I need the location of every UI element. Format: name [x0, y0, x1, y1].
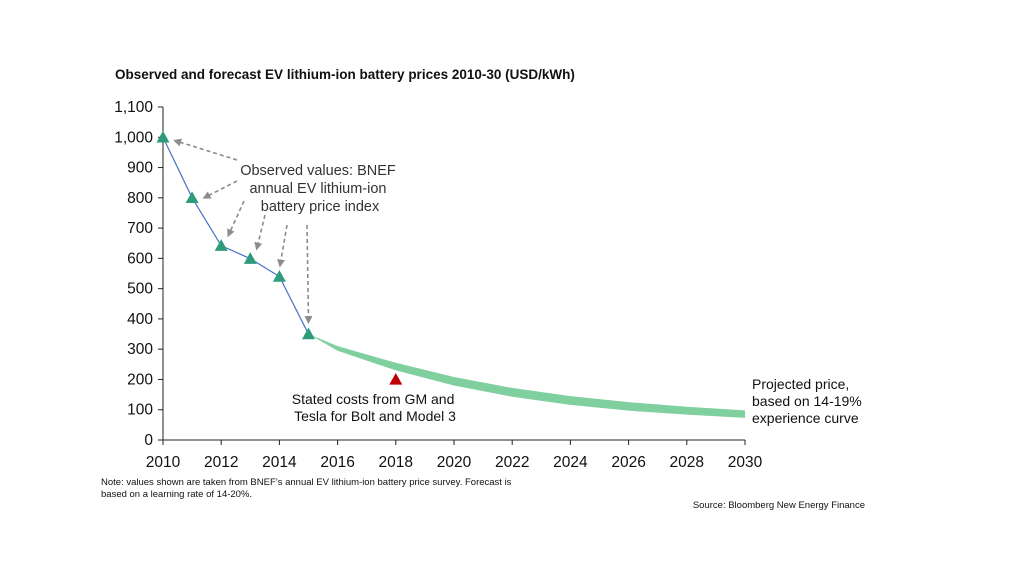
observed-price-line: [162, 137, 310, 335]
chart-note-line-2: based on a learning rate of 14-20%.: [101, 489, 252, 500]
y-tick-label: 0: [144, 432, 153, 449]
y-tick-label: 300: [127, 341, 153, 358]
annotation-observed: Observed values: BNEF annual EV lithium-…: [240, 163, 400, 215]
y-tick-label: 600: [127, 250, 153, 267]
chart-source: Source: Bloomberg New Energy Finance: [693, 500, 865, 511]
annotation-stated-line-2: Tesla for Bolt and Model 3: [294, 408, 456, 424]
chart-note: Note: values shown are taken from BNEF’s…: [101, 477, 514, 500]
y-tick-label: 400: [127, 311, 153, 328]
x-tick-label: 2020: [437, 454, 472, 471]
y-tick-label: 700: [127, 220, 153, 237]
x-tick-label: 2010: [146, 454, 181, 471]
y-tick-label: 100: [127, 402, 153, 419]
observed-price-point: [243, 252, 257, 264]
y-tick-label: 1,000: [114, 129, 153, 146]
annotation-arrows: [173, 138, 313, 325]
observed-price-point: [272, 270, 286, 282]
observed-price-point: [185, 191, 199, 204]
observed-series: [156, 130, 315, 340]
x-tick-label: 2014: [262, 454, 297, 471]
annotation-observed-line-1: Observed values: BNEF: [240, 163, 396, 179]
annotation-observed-line-3: battery price index: [261, 199, 380, 215]
x-tick-label: 2026: [611, 454, 645, 471]
x-tick-label: 2030: [728, 454, 763, 471]
chart-note-line-1: Note: values shown are taken from BNEF’s…: [101, 477, 512, 488]
x-tick-label: 2016: [320, 454, 354, 471]
annotation-arrow: [277, 224, 288, 268]
annotation-projected-line-1: Projected price,: [752, 376, 849, 392]
annotation-projected-line-3: experience curve: [752, 410, 859, 426]
annotation-projected-line-2: based on 14-19%: [752, 393, 862, 409]
annotation-stated: Stated costs from GM and Tesla for Bolt …: [292, 391, 459, 424]
annotation-arrow: [202, 180, 238, 199]
projected-band: [308, 334, 745, 418]
x-tick-label: 2022: [495, 454, 529, 471]
x-tick-label: 2012: [204, 454, 238, 471]
annotation-arrow: [173, 138, 238, 161]
y-tick-label: 200: [127, 371, 153, 388]
stated-cost-series: [389, 372, 403, 385]
annotation-stated-line-1: Stated costs from GM and: [292, 391, 455, 407]
annotation-observed-line-2: annual EV lithium-ion: [249, 181, 386, 197]
projected-price-band: [308, 334, 745, 418]
chart-title: Observed and forecast EV lithium-ion bat…: [115, 67, 575, 82]
y-tick-label: 800: [127, 190, 153, 207]
y-tick-label: 900: [127, 160, 153, 177]
annotation-arrow: [304, 224, 313, 325]
annotation-arrow: [254, 214, 266, 251]
observed-price-point: [214, 239, 228, 251]
x-tick-label: 2018: [379, 454, 413, 471]
x-tick-label: 2028: [670, 454, 704, 471]
observed-price-point: [156, 130, 170, 143]
axes: 0 100 200 300 400 500 600 700 800 900 1,000 1,100 20…: [114, 99, 762, 471]
x-tick-label: 2024: [553, 454, 588, 471]
stated-cost-point: [389, 372, 403, 385]
y-tick-label: 500: [127, 281, 153, 298]
y-tick-label: 1,100: [114, 99, 153, 116]
observed-price-point: [302, 327, 315, 340]
annotation-projected: Projected price, based on 14-19% experie…: [752, 376, 866, 426]
annotation-arrow: [227, 200, 245, 238]
